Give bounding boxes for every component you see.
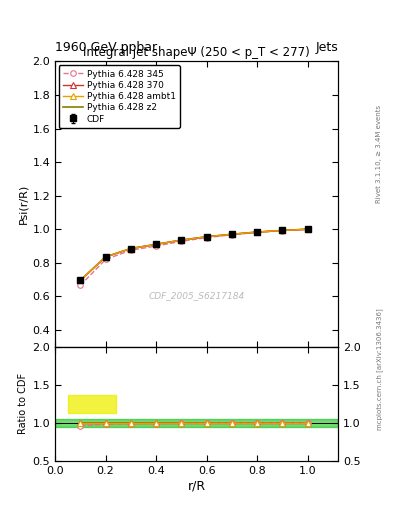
Pythia 6.428 345 [78, 283, 83, 289]
Pythia 6.428 ambt1 [129, 245, 133, 251]
Pythia 6.428 345 [154, 243, 158, 249]
Pythia 6.428 z2 [280, 227, 285, 233]
Pythia 6.428 z2 [78, 278, 83, 284]
Text: Rivet 3.1.10, ≥ 3.4M events: Rivet 3.1.10, ≥ 3.4M events [376, 104, 382, 203]
Pythia 6.428 z2 [129, 245, 133, 251]
Line: Pythia 6.428 ambt1: Pythia 6.428 ambt1 [77, 226, 311, 284]
Bar [68, 395, 116, 413]
Line: Pythia 6.428 z2: Pythia 6.428 z2 [80, 229, 308, 281]
Pythia 6.428 ambt1 [204, 233, 209, 240]
Y-axis label: Ratio to CDF: Ratio to CDF [18, 373, 28, 434]
Pythia 6.428 ambt1 [78, 278, 83, 284]
Pythia 6.428 370 [103, 254, 108, 260]
Pythia 6.428 370 [230, 231, 234, 238]
X-axis label: r/R: r/R [187, 480, 206, 493]
Pythia 6.428 345 [204, 234, 209, 241]
Pythia 6.428 ambt1 [179, 237, 184, 243]
Line: Pythia 6.428 370: Pythia 6.428 370 [77, 226, 311, 284]
Text: 1960 GeV ppbar: 1960 GeV ppbar [55, 41, 157, 54]
Legend: Pythia 6.428 345, Pythia 6.428 370, Pythia 6.428 ambt1, Pythia 6.428 z2, CDF: Pythia 6.428 345, Pythia 6.428 370, Pyth… [59, 65, 180, 128]
Pythia 6.428 370 [129, 245, 133, 251]
Pythia 6.428 345 [129, 247, 133, 253]
Pythia 6.428 ambt1 [305, 226, 310, 232]
Pythia 6.428 370 [305, 226, 310, 232]
Pythia 6.428 ambt1 [103, 254, 108, 260]
Pythia 6.428 370 [78, 278, 83, 284]
Pythia 6.428 345 [280, 227, 285, 233]
Pythia 6.428 345 [179, 238, 184, 244]
Text: CDF_2005_S6217184: CDF_2005_S6217184 [149, 291, 244, 300]
Pythia 6.428 ambt1 [255, 229, 259, 235]
Title: Integral jet shapeΨ (250 < p_T < 277): Integral jet shapeΨ (250 < p_T < 277) [83, 46, 310, 59]
Pythia 6.428 345 [255, 229, 259, 236]
Y-axis label: Psi(r/R): Psi(r/R) [18, 184, 28, 224]
Pythia 6.428 370 [255, 229, 259, 235]
Pythia 6.428 z2 [255, 229, 259, 235]
Pythia 6.428 370 [204, 233, 209, 240]
Pythia 6.428 ambt1 [154, 241, 158, 247]
Pythia 6.428 370 [154, 241, 158, 247]
Pythia 6.428 ambt1 [230, 231, 234, 238]
Pythia 6.428 z2 [305, 226, 310, 232]
Pythia 6.428 345 [230, 232, 234, 238]
Pythia 6.428 z2 [204, 233, 209, 240]
Pythia 6.428 z2 [230, 231, 234, 238]
Pythia 6.428 370 [280, 227, 285, 233]
Pythia 6.428 ambt1 [280, 227, 285, 233]
Text: Jets: Jets [315, 41, 338, 54]
Pythia 6.428 345 [305, 226, 310, 232]
Line: Pythia 6.428 345: Pythia 6.428 345 [77, 226, 310, 288]
Pythia 6.428 z2 [103, 254, 108, 260]
Text: mcplots.cern.ch [arXiv:1306.3436]: mcplots.cern.ch [arXiv:1306.3436] [376, 308, 383, 430]
Pythia 6.428 z2 [179, 237, 184, 243]
Bar [55, 419, 338, 426]
Pythia 6.428 345 [103, 257, 108, 263]
Pythia 6.428 370 [179, 237, 184, 243]
Pythia 6.428 z2 [154, 241, 158, 247]
